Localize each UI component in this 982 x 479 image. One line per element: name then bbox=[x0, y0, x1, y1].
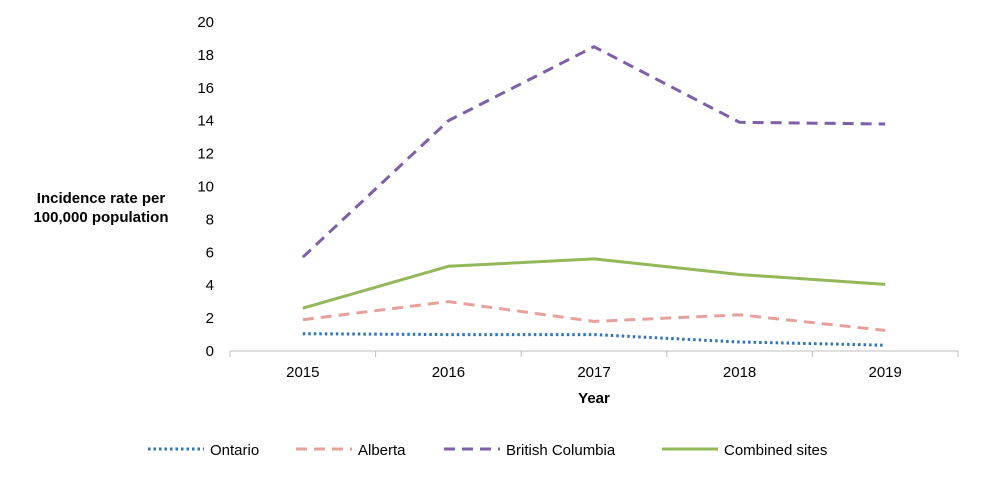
legend: Ontario Alberta British Columbia Combined s… bbox=[148, 442, 827, 459]
series-lines bbox=[303, 47, 885, 346]
x-tick-label: 2015 bbox=[286, 364, 319, 381]
y-tick-labels: 0 2 4 6 8 10 12 14 16 18 20 bbox=[197, 14, 214, 360]
legend-label: British Columbia bbox=[506, 442, 616, 459]
x-tick-marks bbox=[230, 351, 958, 357]
x-tick-label: 2017 bbox=[577, 364, 610, 381]
x-tick-label: 2018 bbox=[723, 364, 756, 381]
y-axis-title: Incidence rate per 100,000 population bbox=[33, 190, 168, 226]
series-line-alberta bbox=[303, 302, 885, 331]
y-tick-label: 18 bbox=[197, 47, 214, 64]
series-line-ontario bbox=[303, 334, 885, 346]
legend-label: Ontario bbox=[210, 442, 259, 459]
y-tick-label: 10 bbox=[197, 179, 214, 196]
y-tick-label: 16 bbox=[197, 80, 214, 97]
x-tick-label: 2016 bbox=[432, 364, 465, 381]
legend-label: Combined sites bbox=[724, 442, 827, 459]
y-tick-label: 8 bbox=[206, 211, 214, 228]
y-tick-label: 14 bbox=[197, 113, 214, 130]
series-line-british-columbia bbox=[303, 47, 885, 258]
y-tick-label: 6 bbox=[206, 244, 214, 261]
x-axis-title: Year bbox=[578, 390, 610, 407]
x-tick-label: 2019 bbox=[869, 364, 902, 381]
legend-label: Alberta bbox=[358, 442, 406, 459]
y-axis-title-line-2: 100,000 population bbox=[33, 209, 168, 226]
series-line-combined-sites bbox=[303, 259, 885, 308]
y-tick-label: 12 bbox=[197, 146, 214, 163]
x-tick-labels: 2015 2016 2017 2018 2019 bbox=[286, 364, 902, 381]
y-tick-label: 0 bbox=[206, 343, 214, 360]
y-tick-label: 2 bbox=[206, 310, 214, 327]
y-tick-label: 4 bbox=[206, 277, 214, 294]
y-tick-label: 20 bbox=[197, 14, 214, 31]
y-axis-title-line-1: Incidence rate per bbox=[37, 190, 166, 207]
